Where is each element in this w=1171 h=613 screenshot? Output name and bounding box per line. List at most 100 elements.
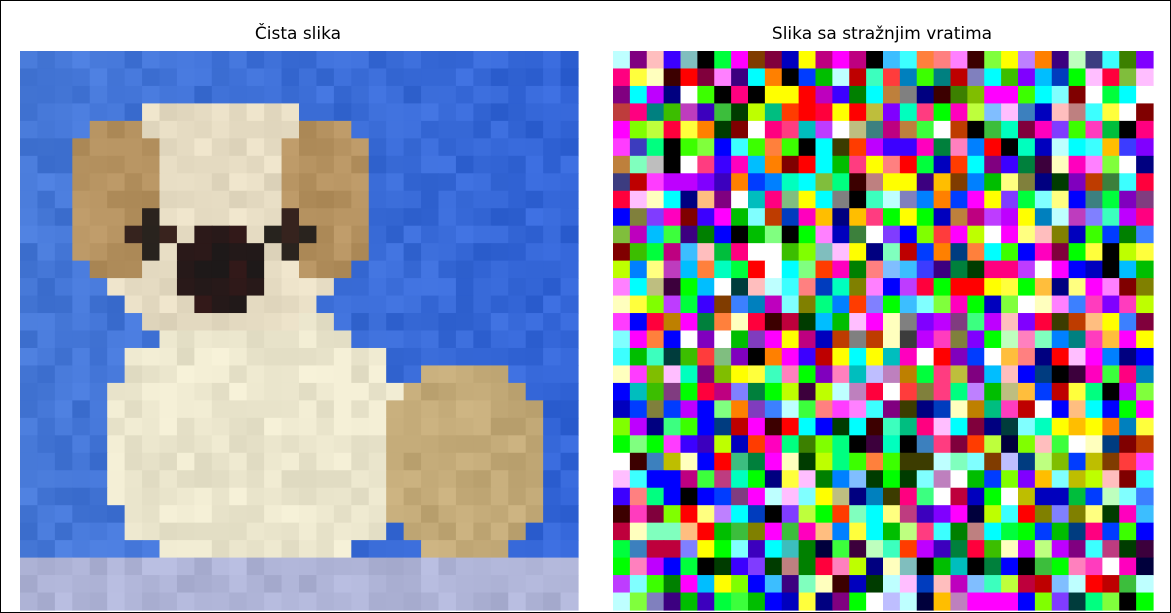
pixel bbox=[229, 138, 248, 157]
pixel bbox=[89, 103, 108, 122]
pixel bbox=[866, 313, 884, 332]
pixel bbox=[1051, 522, 1070, 541]
pixel bbox=[629, 330, 648, 349]
pixel bbox=[1001, 522, 1019, 541]
pixel bbox=[832, 155, 850, 174]
pixel bbox=[386, 68, 405, 87]
pixel bbox=[246, 470, 265, 489]
pixel bbox=[764, 382, 783, 401]
pixel bbox=[264, 225, 283, 244]
pixel bbox=[866, 452, 884, 471]
pixel bbox=[663, 208, 682, 227]
pixel bbox=[933, 51, 952, 70]
pixel bbox=[714, 85, 732, 105]
pixel bbox=[866, 522, 884, 541]
pixel bbox=[543, 330, 562, 349]
pixel bbox=[37, 68, 56, 87]
pixel bbox=[1018, 382, 1036, 401]
pixel bbox=[1085, 243, 1103, 262]
pixel bbox=[866, 260, 884, 279]
pixel bbox=[1001, 452, 1019, 471]
pixel bbox=[421, 330, 440, 349]
pixel bbox=[525, 208, 544, 227]
pixel bbox=[159, 365, 178, 384]
pixel bbox=[1085, 120, 1103, 139]
pixel bbox=[142, 173, 161, 192]
pixel bbox=[508, 522, 527, 541]
pixel bbox=[849, 505, 867, 524]
pixel bbox=[246, 522, 265, 541]
pixel bbox=[438, 505, 457, 524]
pixel bbox=[508, 68, 527, 87]
pixel bbox=[748, 487, 766, 506]
pixel bbox=[663, 173, 682, 192]
pixel bbox=[1136, 522, 1154, 541]
pixel bbox=[246, 190, 265, 209]
pixel bbox=[680, 120, 698, 139]
pixel bbox=[1001, 68, 1019, 87]
pixel bbox=[950, 68, 968, 87]
pixel bbox=[281, 382, 300, 401]
pixel bbox=[832, 522, 850, 541]
pixel bbox=[438, 120, 457, 139]
pixel bbox=[731, 330, 749, 349]
pixel bbox=[176, 225, 195, 244]
pixel bbox=[764, 208, 783, 227]
pixel bbox=[403, 295, 422, 314]
pixel bbox=[781, 487, 800, 506]
pixel bbox=[264, 173, 283, 192]
pixel bbox=[194, 400, 213, 419]
pixel bbox=[1102, 243, 1120, 262]
pixel bbox=[72, 452, 91, 471]
pixel bbox=[697, 592, 715, 611]
pixel bbox=[764, 313, 783, 332]
pixel bbox=[438, 138, 457, 157]
pixel bbox=[211, 85, 230, 105]
pixel bbox=[525, 540, 544, 559]
pixel bbox=[984, 243, 1002, 262]
pixel bbox=[124, 260, 143, 279]
pixel bbox=[264, 103, 283, 122]
pixel bbox=[37, 400, 56, 419]
pixel bbox=[663, 138, 682, 157]
pixel bbox=[1034, 400, 1053, 419]
pixel bbox=[124, 470, 143, 489]
pixel bbox=[899, 330, 918, 349]
pixel bbox=[933, 382, 952, 401]
pixel bbox=[1085, 505, 1103, 524]
pixel bbox=[1001, 295, 1019, 314]
pixel bbox=[748, 592, 766, 611]
pixel bbox=[1018, 103, 1036, 122]
pixel bbox=[899, 575, 918, 594]
pixel bbox=[490, 155, 509, 174]
pixel bbox=[731, 190, 749, 209]
pixel bbox=[680, 487, 698, 506]
pixel bbox=[159, 330, 178, 349]
pixel bbox=[1018, 557, 1036, 576]
pixel bbox=[1018, 400, 1036, 419]
pixel bbox=[72, 208, 91, 227]
pixel bbox=[124, 313, 143, 332]
pixel bbox=[613, 208, 631, 227]
pixel bbox=[1085, 138, 1103, 157]
pixel bbox=[403, 243, 422, 262]
pixel bbox=[731, 103, 749, 122]
pixel bbox=[333, 278, 352, 297]
pixel bbox=[731, 138, 749, 157]
pixel bbox=[781, 243, 800, 262]
pixel bbox=[490, 278, 509, 297]
pixel bbox=[299, 452, 318, 471]
pixel bbox=[438, 68, 457, 87]
pixel bbox=[781, 365, 800, 384]
pixel bbox=[697, 260, 715, 279]
pixel bbox=[866, 540, 884, 559]
pixel bbox=[264, 120, 283, 139]
pixel bbox=[781, 452, 800, 471]
pixel bbox=[333, 592, 352, 611]
pixel bbox=[142, 208, 161, 227]
pixel bbox=[1102, 522, 1120, 541]
pixel bbox=[54, 330, 73, 349]
pixel bbox=[916, 225, 935, 244]
pixel bbox=[159, 382, 178, 401]
pixel bbox=[351, 470, 370, 489]
